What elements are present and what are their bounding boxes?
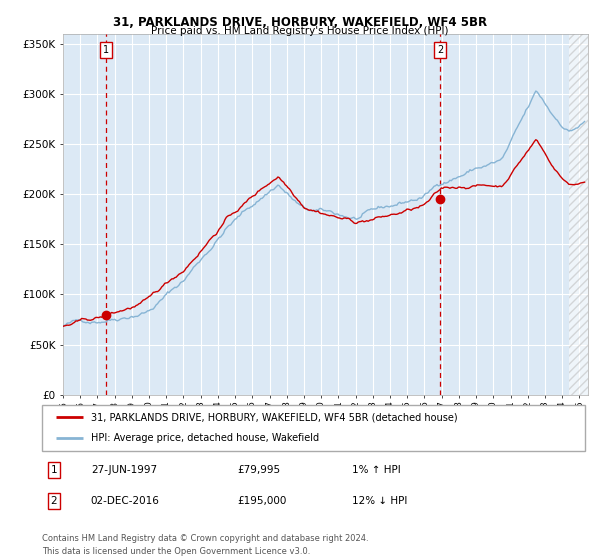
Text: Contains HM Land Registry data © Crown copyright and database right 2024.
This d: Contains HM Land Registry data © Crown c… [42,534,368,556]
FancyBboxPatch shape [42,405,585,451]
Text: 2: 2 [437,45,443,55]
Text: 31, PARKLANDS DRIVE, HORBURY, WAKEFIELD, WF4 5BR (detached house): 31, PARKLANDS DRIVE, HORBURY, WAKEFIELD,… [91,412,457,422]
Text: 12% ↓ HPI: 12% ↓ HPI [352,496,407,506]
Text: 02-DEC-2016: 02-DEC-2016 [91,496,160,506]
Bar [569,34,588,395]
Text: 31, PARKLANDS DRIVE, HORBURY, WAKEFIELD, WF4 5BR: 31, PARKLANDS DRIVE, HORBURY, WAKEFIELD,… [113,16,487,29]
Text: 2: 2 [50,496,57,506]
Text: Price paid vs. HM Land Registry's House Price Index (HPI): Price paid vs. HM Land Registry's House … [151,26,449,36]
Text: £195,000: £195,000 [238,496,287,506]
Text: 1% ↑ HPI: 1% ↑ HPI [352,465,400,475]
Text: 1: 1 [103,45,109,55]
Text: HPI: Average price, detached house, Wakefield: HPI: Average price, detached house, Wake… [91,433,319,444]
Text: 1: 1 [50,465,57,475]
Text: £79,995: £79,995 [238,465,281,475]
Text: 27-JUN-1997: 27-JUN-1997 [91,465,157,475]
